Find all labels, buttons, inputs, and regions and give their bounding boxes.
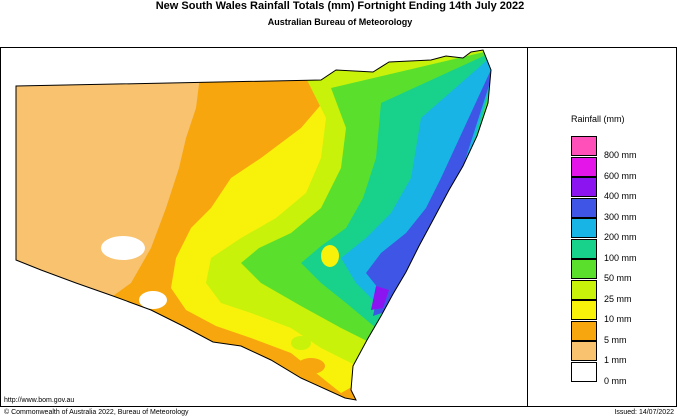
legend-label: 25 mm bbox=[604, 293, 632, 304]
legend-swatch bbox=[571, 136, 597, 156]
legend-swatch bbox=[571, 197, 597, 218]
legend-swatch bbox=[571, 361, 597, 382]
legend-swatch bbox=[571, 238, 597, 259]
legend-label: 800 mm bbox=[604, 150, 637, 160]
map-subtitle: Australian Bureau of Meteorology bbox=[267, 17, 413, 27]
legend-swatch bbox=[571, 156, 597, 177]
legend-label: 50 mm bbox=[604, 273, 632, 283]
legend-label: 600 mm bbox=[604, 170, 637, 181]
legend-label: 5 mm bbox=[604, 334, 627, 345]
legend-swatch bbox=[571, 341, 597, 361]
copyright-text: © Commonwealth of Australia 2022, Bureau… bbox=[4, 409, 189, 416]
map-title: New South Wales Rainfall Totals (mm) For… bbox=[155, 0, 525, 12]
legend-label: 10 mm bbox=[604, 314, 632, 324]
bom-url-link[interactable]: http://www.bom.gov.au bbox=[4, 397, 75, 404]
legend-swatch bbox=[571, 279, 597, 300]
legend-divider bbox=[527, 48, 528, 406]
legend-label: 400 mm bbox=[604, 191, 637, 201]
legend-swatch bbox=[571, 177, 597, 197]
legend-swatch bbox=[571, 320, 597, 341]
legend-swatch bbox=[571, 259, 597, 279]
legend-label: 100 mm bbox=[604, 252, 637, 263]
legend-label: 300 mm bbox=[604, 211, 637, 222]
legend-label: 0 mm bbox=[604, 375, 627, 386]
legend-title: Rainfall (mm) bbox=[571, 114, 625, 124]
legend-swatch bbox=[571, 218, 597, 238]
rainfall-map bbox=[15, 49, 492, 401]
issued-date: Issued: 14/07/2022 bbox=[614, 409, 674, 416]
legend-label: 200 mm bbox=[604, 232, 637, 242]
legend-swatch bbox=[571, 300, 597, 320]
map-frame bbox=[0, 47, 677, 407]
legend-label: 1 mm bbox=[604, 355, 627, 365]
